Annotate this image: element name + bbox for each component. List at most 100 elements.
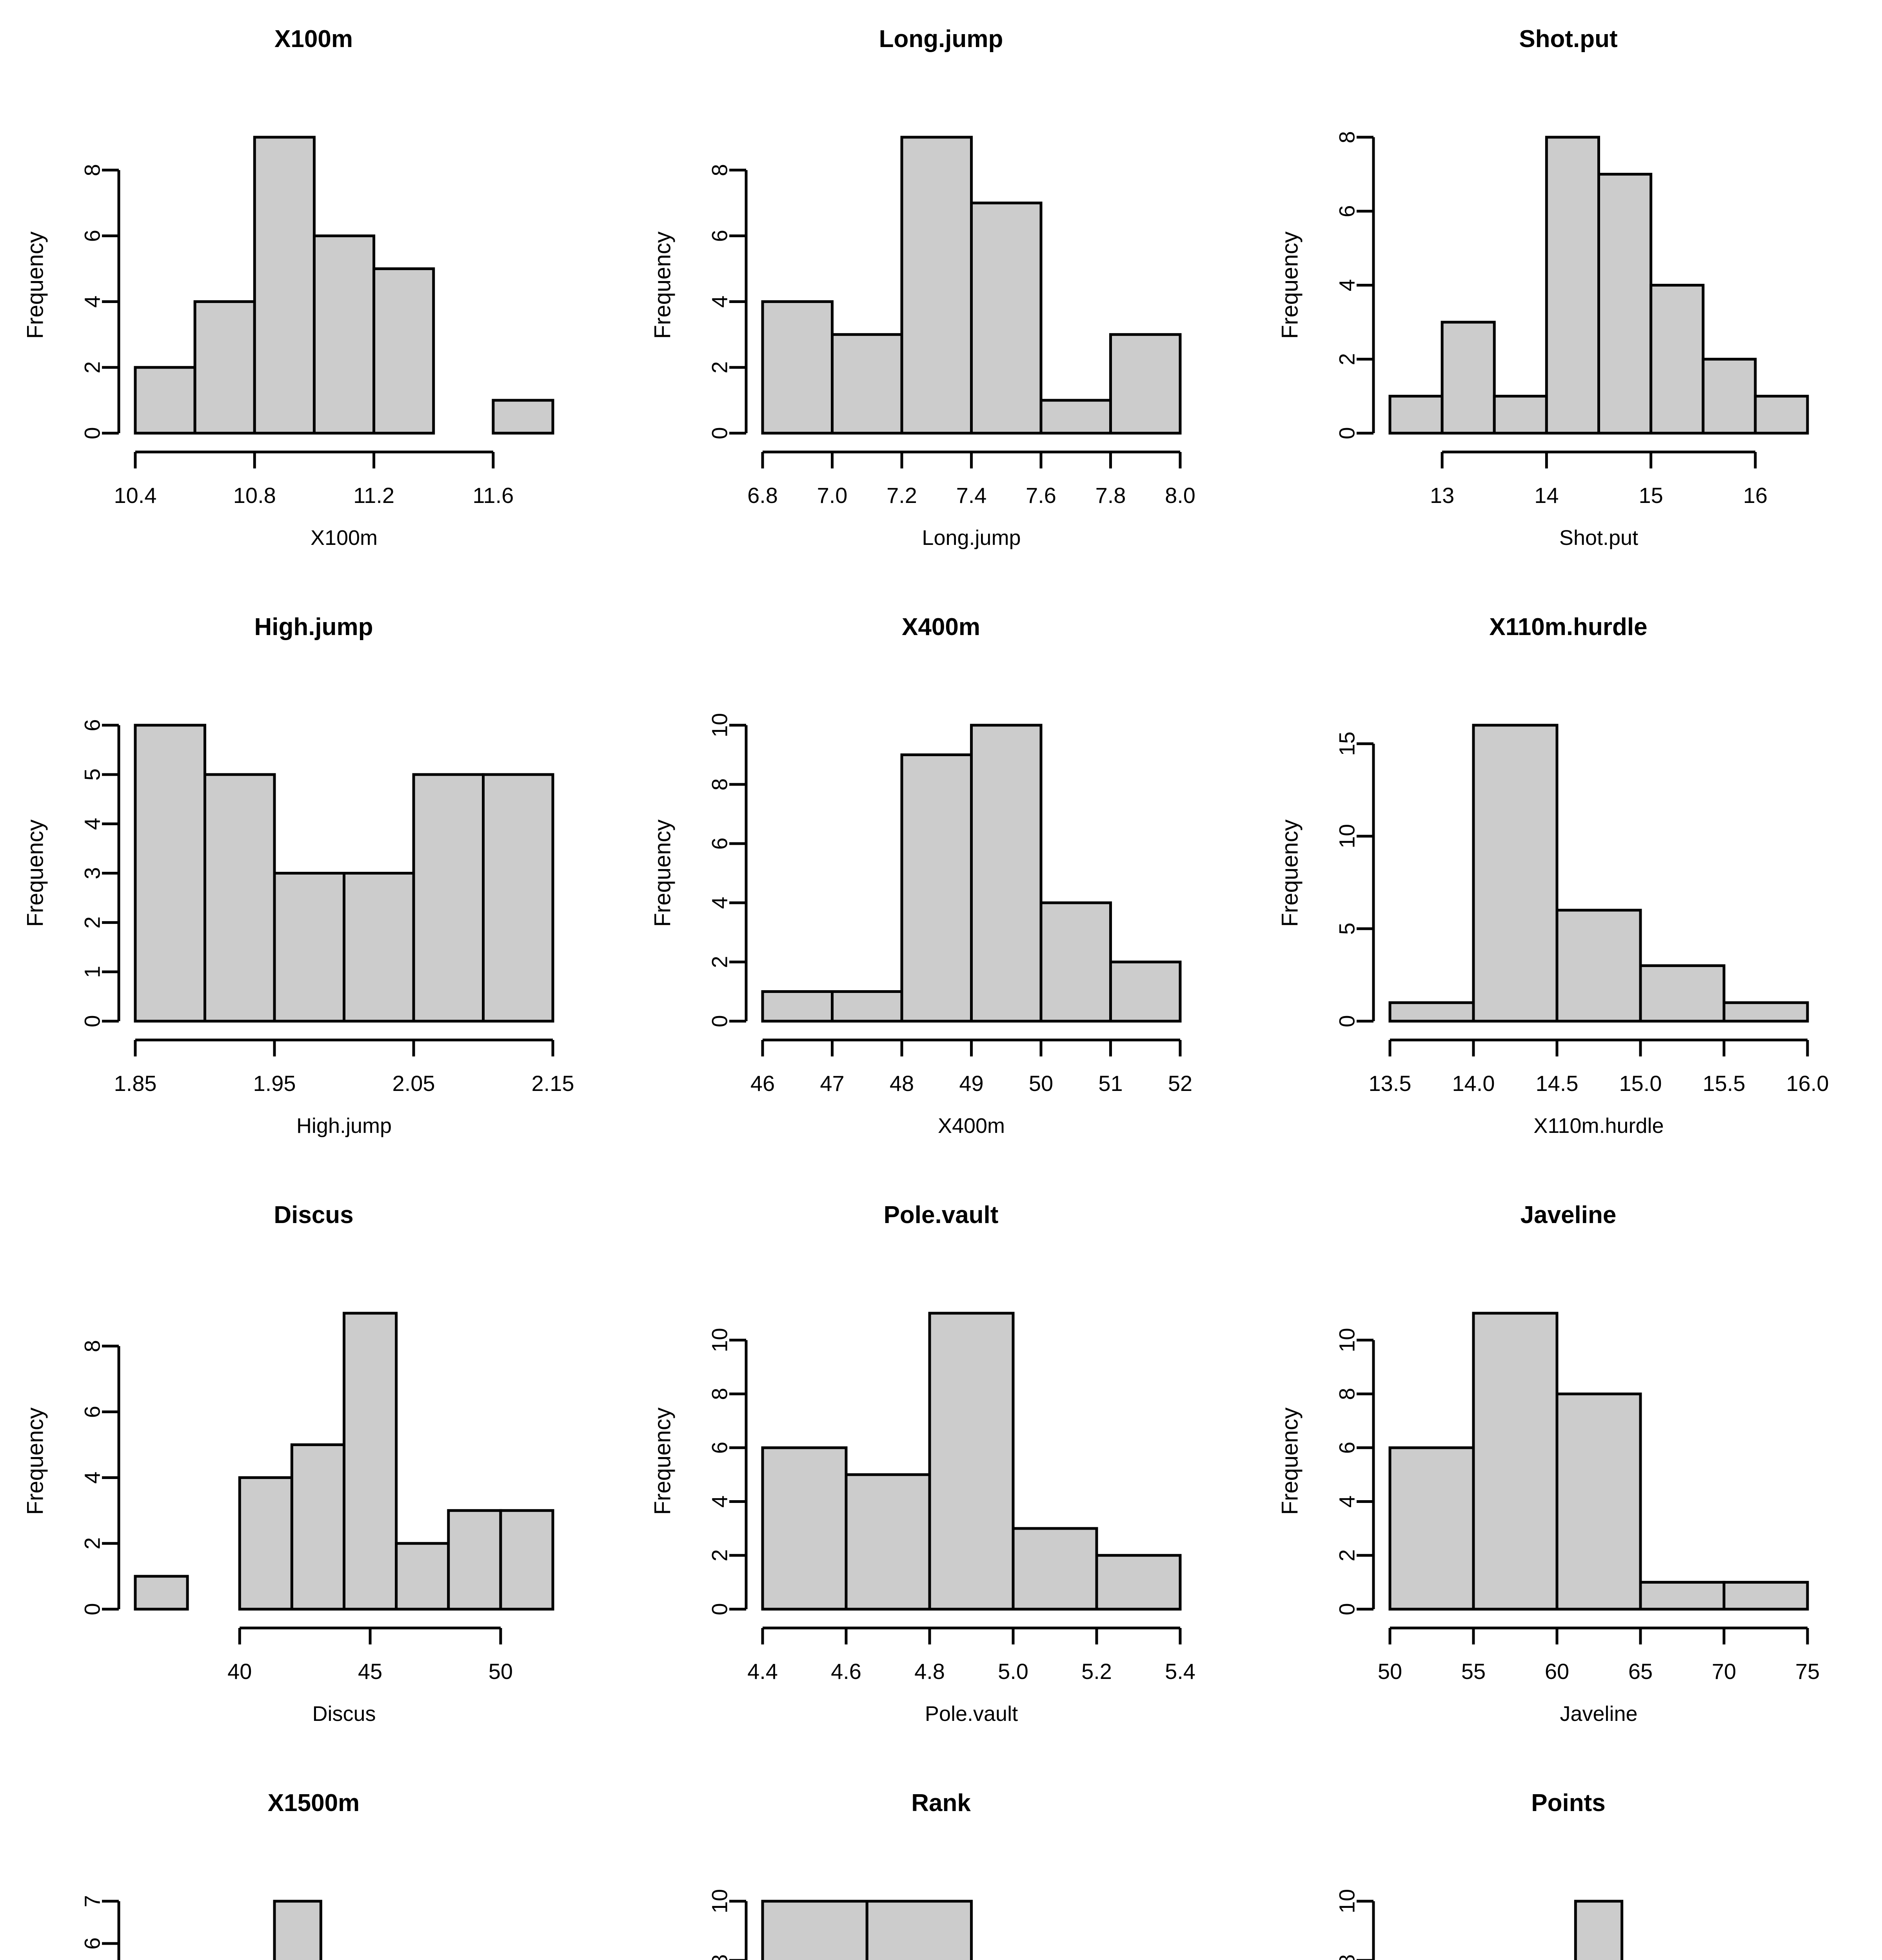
y-tick-label: 10 (707, 713, 732, 737)
x-axis: 1.85 1.95 2.05 2.15 (114, 1038, 574, 1096)
y-tick-label: 6 (1335, 1442, 1359, 1454)
y-axis-title: Frequency (1277, 1407, 1303, 1515)
histogram-bar (1649, 284, 1705, 435)
y-tick-label: 4 (1335, 1495, 1359, 1508)
y-tick-label: 4 (707, 296, 732, 308)
histogram-bar (1722, 1001, 1809, 1023)
x-axis-title: Discus (312, 1702, 376, 1726)
y-axis-title: Frequency (650, 819, 676, 927)
y-axis: 0 2 4 6 8 (80, 1340, 120, 1615)
x-tick-label: 15.5 (1703, 1071, 1746, 1096)
y-tick-label: 6 (707, 837, 732, 849)
y-tick-label: 2 (707, 361, 732, 374)
y-tick-label: 4 (707, 897, 732, 909)
histogram-bar (865, 1900, 973, 1960)
x-tick-label: 52 (1168, 1071, 1192, 1096)
y-tick-label: 4 (1335, 279, 1359, 291)
y-tick-label: 6 (80, 1937, 105, 1949)
panel-title: High.jump (254, 613, 373, 641)
histogram-bar (1472, 1312, 1559, 1611)
x-tick-label: 11.2 (353, 483, 394, 508)
y-axis-title: Frequency (1277, 819, 1303, 927)
y-axis: 01234567 (80, 1895, 120, 1960)
y-tick-label: 0 (707, 427, 732, 439)
y-tick-label: 2 (707, 956, 732, 968)
x-axis-title: Shot.put (1559, 526, 1638, 550)
x-tick-label: 2.15 (532, 1071, 574, 1096)
x-tick-label: 14 (1534, 483, 1559, 508)
x-tick-label: 4.4 (747, 1659, 778, 1684)
bars-group (761, 724, 1182, 1023)
y-tick-label: 0 (707, 1603, 732, 1615)
y-axis: 0 2 4 6 8 (707, 164, 748, 439)
y-tick-label: 8 (707, 1388, 732, 1400)
x-tick-label: 65 (1628, 1659, 1653, 1684)
x-tick-label: 70 (1712, 1659, 1736, 1684)
histogram-panel-shot-put: Shot.put 0 2 4 6 8 Frequency 13 14 15 16 Shot.put (1255, 0, 1882, 588)
histogram-bar (761, 1446, 848, 1611)
y-tick-label: 4 (80, 1472, 105, 1484)
histogram-bar (273, 872, 345, 1023)
x-axis: 13.5 14.0 14.5 15.0 15.5 16.0 (1369, 1038, 1829, 1096)
x-tick-label: 6.8 (747, 483, 778, 508)
x-tick-label: 7.8 (1095, 483, 1126, 508)
histogram-bar (900, 753, 973, 1023)
histogram-bar (1722, 1581, 1809, 1611)
y-tick-label: 10 (1335, 824, 1359, 848)
y-axis-title: Frequency (650, 1407, 676, 1515)
y-tick-label: 10 (707, 1328, 732, 1352)
histogram-panel-x1500m: X1500m01234567Frequency260270280290300X1… (0, 1764, 627, 1960)
x-tick-label: 4.8 (914, 1659, 945, 1684)
y-tick-label: 0 (1335, 1603, 1359, 1615)
y-tick-label: 3 (80, 867, 105, 879)
x-tick-label: 13 (1430, 483, 1454, 508)
y-axis: 0 5 10 15 (1335, 731, 1375, 1027)
x-tick-label: 5.0 (998, 1659, 1028, 1684)
x-tick-label: 47 (820, 1071, 844, 1096)
y-axis: 0 2 4 6 8 (80, 164, 120, 439)
y-tick-label: 5 (1335, 922, 1359, 935)
x-tick-label: 7.4 (956, 483, 987, 508)
bars-group (134, 724, 554, 1023)
y-tick-label: 8 (80, 1340, 105, 1352)
x-axis-title: Long.jump (922, 526, 1021, 550)
x-axis: 13 14 15 16 (1430, 450, 1768, 508)
histogram-bar (203, 773, 276, 1023)
y-tick-label: 5 (80, 768, 105, 780)
histogram-bar (1702, 358, 1757, 435)
histogram-bar (1388, 1001, 1475, 1023)
histogram-bar (761, 300, 834, 435)
histogram-bar (499, 1509, 554, 1611)
panel-title: X400m (902, 613, 980, 641)
x-tick-label: 7.2 (887, 483, 917, 508)
x-tick-label: 10.4 (114, 483, 157, 508)
histogram-panel-pole-vault: Pole.vault 0 2 4 6 8 10 Frequency 4.4 4.6 4.8 5.0 5.… (627, 1176, 1255, 1764)
x-tick-label: 15.0 (1619, 1071, 1662, 1096)
x-tick-label: 1.95 (253, 1071, 296, 1096)
panel-title: Long.jump (879, 25, 1003, 53)
x-tick-label: 15 (1639, 483, 1663, 508)
y-tick-label: 4 (80, 296, 105, 308)
y-tick-label: 0 (1335, 1015, 1359, 1027)
histogram-bar (412, 773, 485, 1023)
x-tick-label: 14.5 (1536, 1071, 1579, 1096)
y-tick-label: 6 (1335, 205, 1359, 217)
y-axis: 0 2 4 6 8 (1335, 131, 1375, 439)
bars-group (1388, 724, 1809, 1023)
y-axis-title: Frequency (23, 1407, 48, 1515)
y-tick-label: 8 (707, 164, 732, 176)
histogram-panel-javeline: Javeline 0 2 4 6 8 10 Frequency 50 55 60 65 70 75 Jave… (1255, 1176, 1882, 1764)
histogram-bar (1039, 901, 1112, 1023)
panel-title: Shot.put (1519, 25, 1617, 53)
histogram-bar (1039, 399, 1112, 435)
x-tick-label: 16.0 (1786, 1071, 1829, 1096)
bars-group (761, 136, 1182, 435)
y-tick-label: 8 (1335, 131, 1359, 143)
y-tick-label: 2 (1335, 353, 1359, 365)
panel-title: Rank (911, 1789, 971, 1817)
histogram-bar (492, 399, 554, 435)
y-tick-label: 1 (80, 966, 105, 978)
